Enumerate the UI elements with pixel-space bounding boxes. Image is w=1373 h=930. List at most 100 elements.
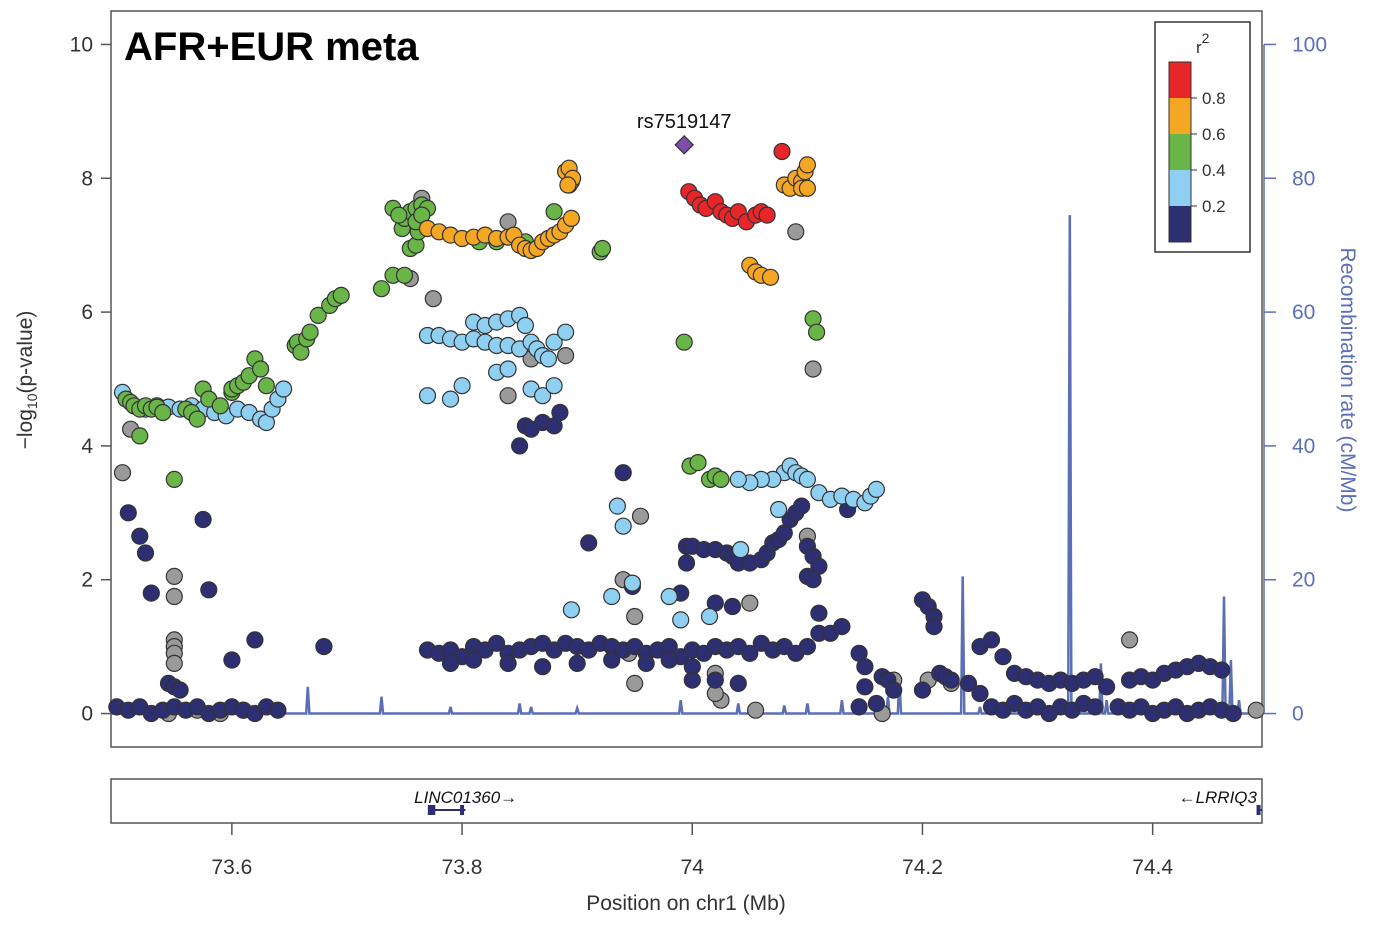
- snp-point: [925, 617, 943, 636]
- snp-point: [441, 654, 460, 673]
- snp-point: [309, 306, 327, 324]
- snp-point: [1224, 704, 1242, 723]
- y2-tick-label: 0: [1292, 703, 1304, 726]
- snp-point: [603, 651, 621, 669]
- lead-snp-marker: [674, 134, 695, 155]
- legend-tick-label: 0.2: [1202, 197, 1226, 216]
- x-tick-label: 74: [681, 856, 705, 879]
- legend-title: r2: [1196, 30, 1210, 57]
- snp-point: [165, 587, 183, 606]
- y-tick-label: 2: [81, 569, 93, 592]
- snp-point: [395, 266, 414, 284]
- snp-point: [700, 607, 719, 626]
- snp-point: [971, 684, 989, 703]
- snp-point: [1086, 668, 1104, 686]
- snp-point: [787, 223, 805, 241]
- y-axis-title: −log10(p-value): [14, 311, 40, 450]
- snp-point: [982, 631, 1001, 649]
- snp-point: [499, 654, 517, 673]
- snp-point: [131, 527, 149, 545]
- y-tick-label: 10: [70, 33, 93, 56]
- snp-point: [769, 500, 788, 519]
- snp-point: [994, 648, 1012, 666]
- snp-point: [188, 410, 206, 428]
- snp-point: [142, 584, 160, 602]
- snp-point: [603, 587, 621, 606]
- scatter-points: [108, 134, 1265, 723]
- snp-point: [1247, 701, 1265, 719]
- snp-point: [608, 497, 627, 515]
- plot-frame: [110, 10, 1263, 748]
- snp-point: [1097, 678, 1116, 696]
- snp-point: [556, 323, 575, 341]
- snp-point: [856, 678, 874, 696]
- snp-point: [942, 671, 960, 689]
- snp-point: [623, 574, 642, 592]
- snp-point: [418, 387, 437, 405]
- snp-point: [559, 176, 577, 194]
- legend-tick-label: 0.6: [1202, 125, 1226, 144]
- snp-point: [488, 634, 506, 652]
- y-tick-label: 0: [81, 703, 93, 726]
- y-axis-title-main: −log: [14, 409, 37, 449]
- snp-point: [959, 674, 978, 693]
- snp-point: [761, 268, 780, 286]
- r2-legend: r2 0.8 0.6 0.4 0.2: [1154, 21, 1251, 253]
- snp-point: [614, 464, 632, 482]
- snp-point: [885, 681, 903, 699]
- snp-point: [672, 611, 690, 629]
- chart-title: AFR+EUR meta: [124, 25, 419, 69]
- snp-point: [1213, 661, 1231, 679]
- snp-point: [568, 654, 586, 673]
- snp-point: [660, 587, 678, 606]
- x-tick-label: 74.2: [902, 856, 943, 879]
- snp-point: [545, 333, 563, 351]
- snp-point: [833, 617, 851, 636]
- snp-point: [731, 540, 750, 559]
- snp-point: [637, 654, 655, 673]
- snp-point: [171, 681, 189, 699]
- snp-point: [499, 387, 517, 405]
- legend-swatch: [1169, 206, 1191, 242]
- legend-title-sup: 2: [1202, 30, 1210, 46]
- snp-point: [562, 209, 581, 227]
- snp-point: [539, 350, 558, 368]
- snp-point: [533, 387, 552, 405]
- snp-point: [545, 203, 563, 221]
- y-tick-label: 4: [81, 435, 93, 458]
- snp-point: [792, 497, 811, 515]
- gene-exon: [460, 805, 465, 815]
- snp-point: [867, 480, 886, 498]
- snp-point: [850, 698, 868, 716]
- snp-point: [729, 674, 747, 693]
- snp-point: [626, 674, 644, 693]
- gene-label: ←LRRIQ3: [1179, 788, 1258, 807]
- snp-point: [631, 507, 650, 525]
- snp-point: [556, 347, 575, 365]
- snp-point: [516, 316, 535, 335]
- snp-point: [211, 397, 229, 415]
- y2-tick-label: 60: [1292, 301, 1315, 324]
- snp-point: [301, 323, 319, 341]
- snp-point: [712, 470, 730, 488]
- snp-point: [773, 142, 791, 161]
- snp-point: [246, 631, 264, 649]
- y2-tick-label: 80: [1292, 167, 1315, 190]
- snp-point: [856, 658, 874, 676]
- x-axis-title: Position on chr1 (Mb): [586, 892, 786, 915]
- snp-point: [741, 644, 759, 662]
- snp-point: [741, 594, 759, 612]
- snp-point: [275, 380, 293, 398]
- snp-point: [154, 403, 172, 422]
- y2-tick-label: 40: [1292, 435, 1315, 458]
- snp-point: [424, 290, 442, 308]
- snp-point: [332, 286, 350, 304]
- x-tick-label: 74.4: [1132, 856, 1173, 879]
- legend-tick-label: 0.8: [1202, 89, 1226, 108]
- snp-point: [660, 651, 678, 669]
- y2-tick-label: 100: [1292, 33, 1327, 56]
- right-y-axis: 0 20 40 60 80 100: [1263, 33, 1327, 726]
- snp-point: [165, 470, 183, 488]
- snp-point: [545, 377, 563, 395]
- snp-point: [269, 701, 287, 719]
